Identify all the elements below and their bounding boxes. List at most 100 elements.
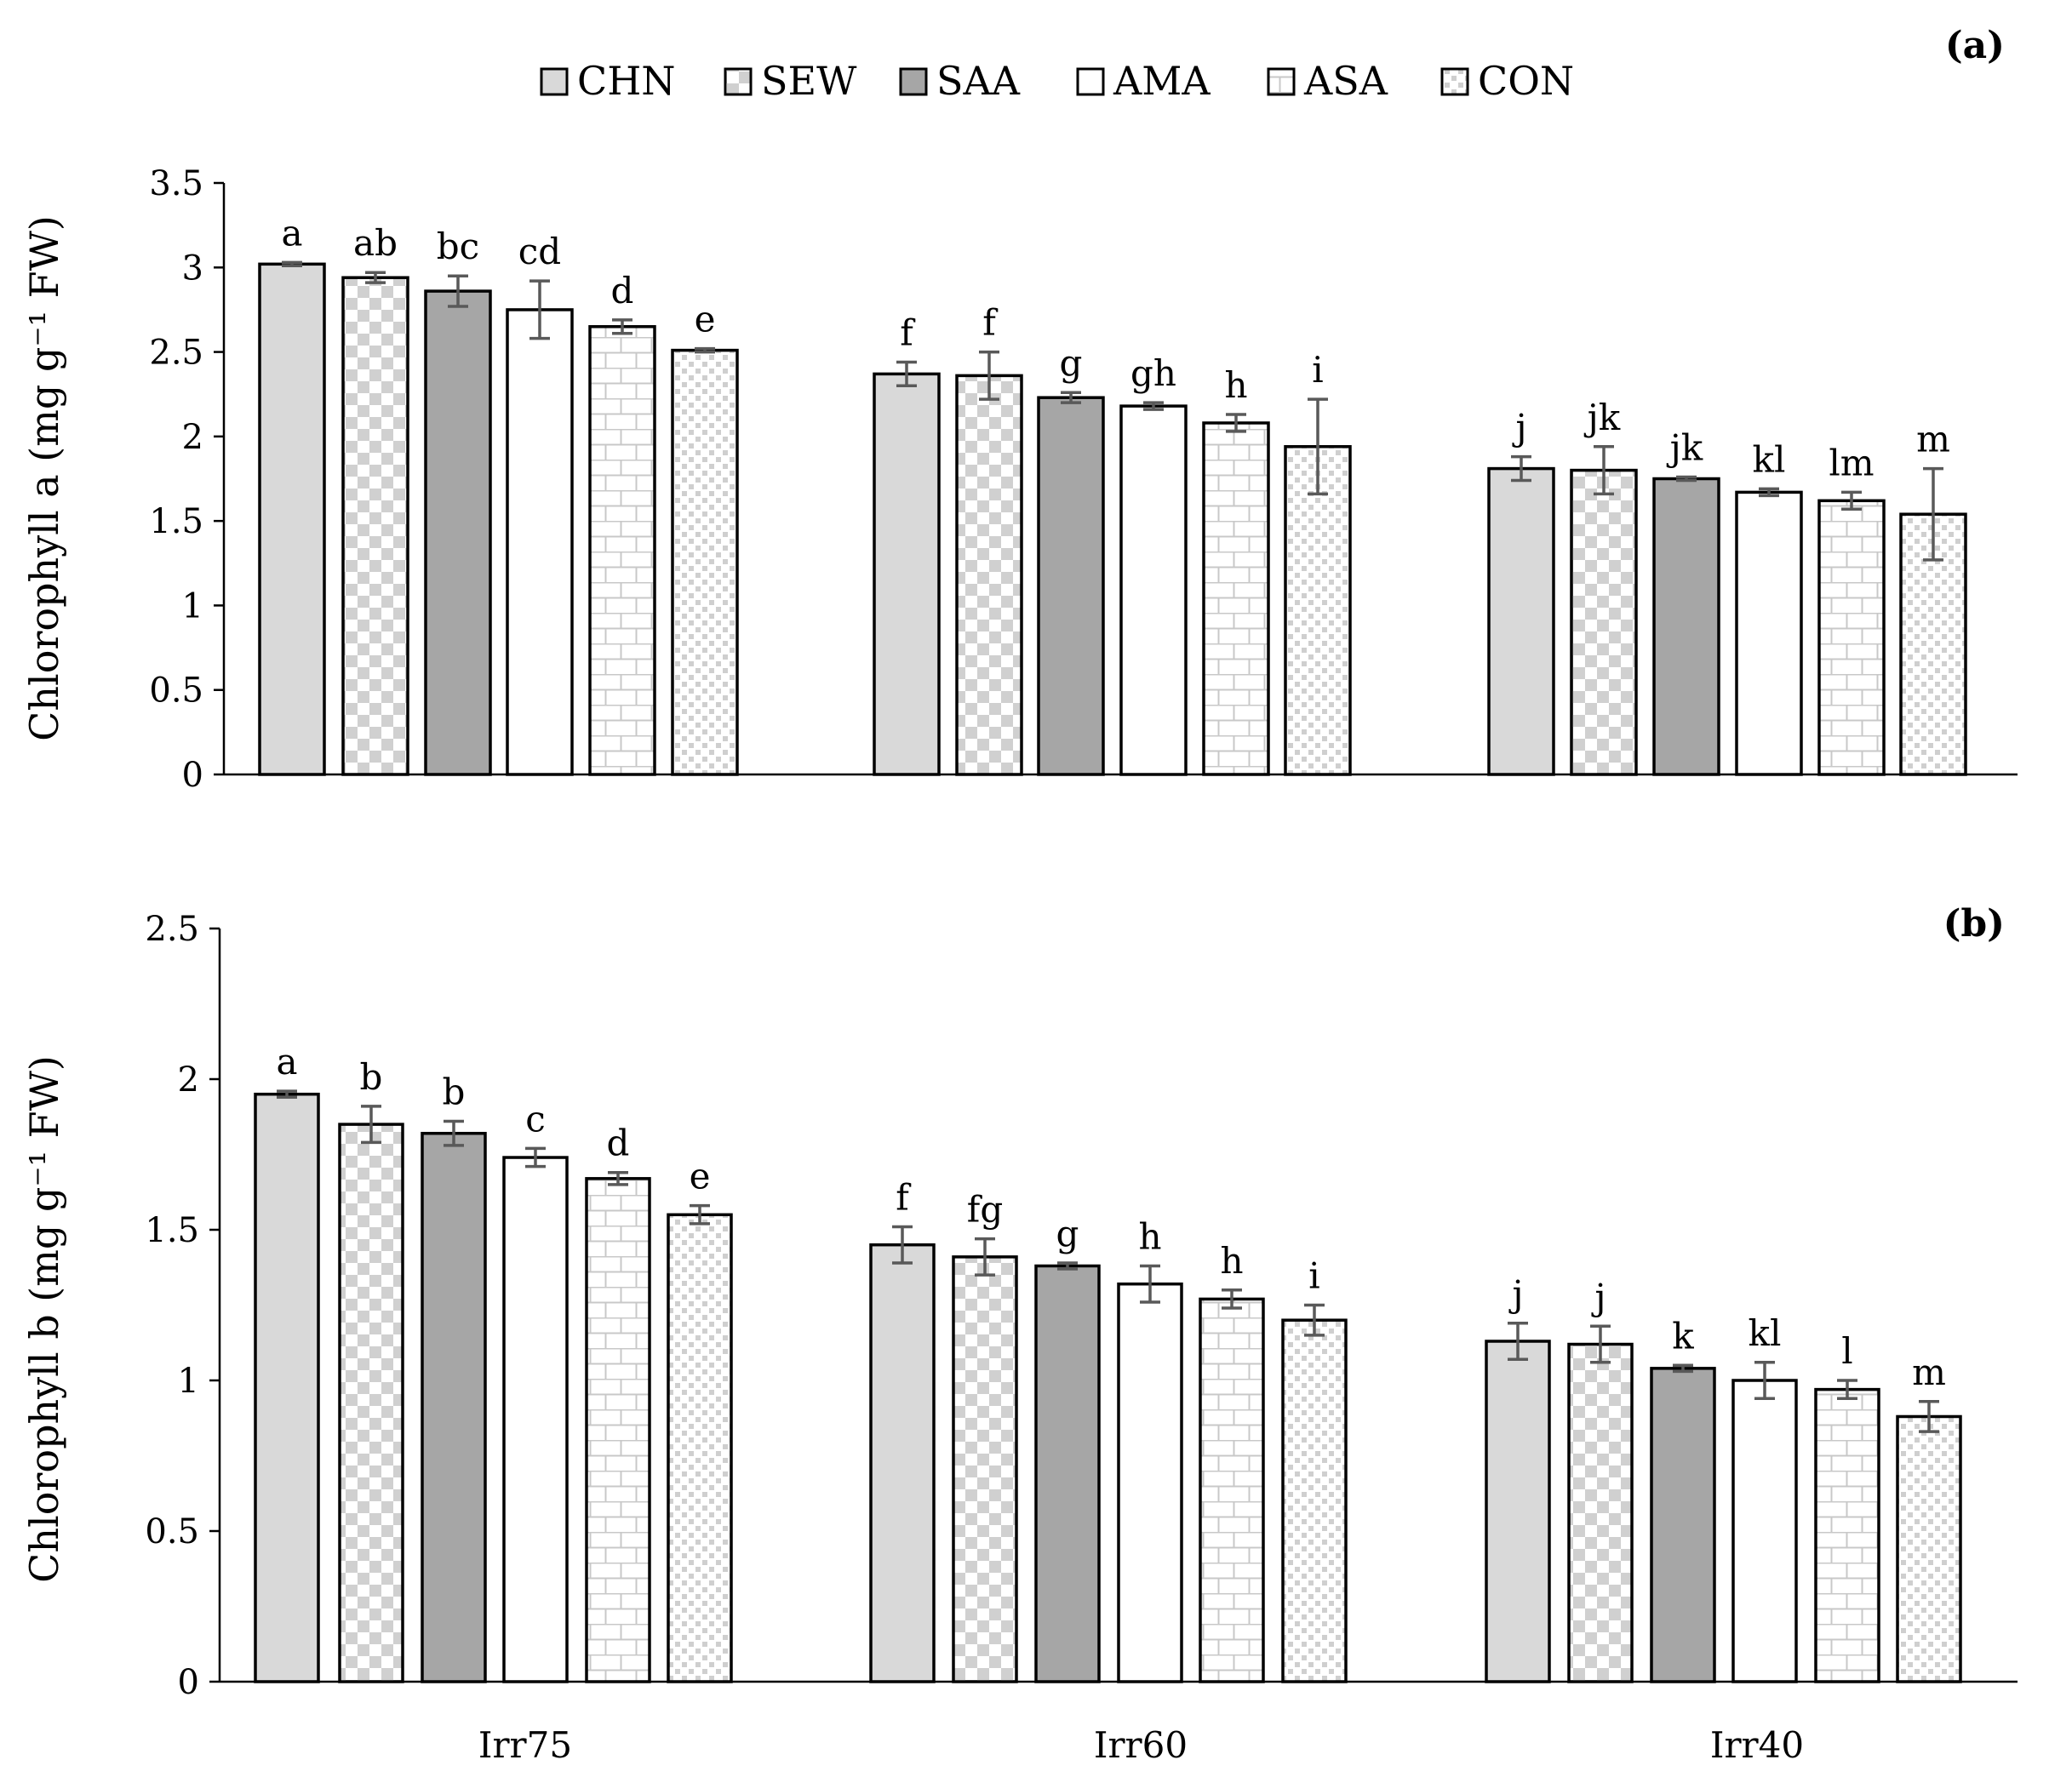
bar-sew-irr75	[341, 276, 409, 776]
significance-letter: ab	[353, 222, 398, 264]
significance-letter: bc	[437, 226, 479, 267]
y-tick-label: 0.5	[149, 671, 203, 711]
legend-label-chn: CHN	[577, 58, 676, 104]
error-bar	[448, 274, 468, 308]
bar-sew-irr40	[1570, 468, 1638, 776]
error-bar	[1754, 1361, 1775, 1400]
error-bar	[361, 1105, 381, 1145]
bar-chn-irr75	[258, 262, 326, 776]
error-bar	[277, 1089, 297, 1099]
y-tick-label: 2	[178, 1060, 199, 1100]
error-bar	[608, 1170, 628, 1186]
bar-sew-irr40	[1567, 1342, 1634, 1683]
panel-label-b: (b)	[1943, 902, 2005, 946]
significance-letter: h	[1224, 364, 1247, 406]
y-tick-label: 0	[182, 756, 203, 795]
error-bar	[1841, 490, 1862, 511]
bar-asa-irr75	[588, 325, 656, 776]
bar-con-irr60	[1281, 1318, 1348, 1683]
y-tick-label: 1	[178, 1362, 199, 1401]
significance-letter: lm	[1829, 442, 1874, 483]
error-bar	[444, 1119, 464, 1147]
y-tick-label: 2.5	[149, 334, 203, 373]
bar-sew-irr60	[955, 374, 1023, 776]
y-tick-label: 0.5	[145, 1512, 199, 1551]
significance-letter: e	[695, 299, 716, 340]
panel-a: 0 0.5 1 1.5 2 2.5 3 3.5 a f j ab f jk bc g jk cd gh kl d h lm e…	[149, 164, 2018, 795]
x-tick-label-irr60: Irr60	[1094, 1724, 1188, 1766]
x-tick-label-irr40: Irr40	[1710, 1724, 1804, 1766]
bar-ama-irr75	[502, 1156, 569, 1683]
y-tick-label: 3.5	[149, 164, 203, 203]
x-axis-labels: Irr75 Irr60 Irr40	[478, 1724, 1804, 1766]
significance-letter: m	[1916, 419, 1950, 460]
significance-letter: j	[1508, 1273, 1523, 1315]
error-bar	[612, 318, 632, 335]
significance-letter: h	[1138, 1215, 1161, 1257]
error-bar	[690, 1203, 710, 1226]
significance-letter: h	[1220, 1240, 1243, 1282]
bar-saa-irr75	[421, 1131, 487, 1683]
significance-letter: kl	[1749, 1312, 1782, 1354]
error-bar	[1308, 397, 1328, 496]
bar-sew-irr60	[952, 1255, 1018, 1683]
y-tick-label: 1.5	[145, 1211, 199, 1250]
significance-letter: l	[1841, 1330, 1852, 1372]
significance-letter: fg	[967, 1189, 1003, 1231]
significance-letter: f	[896, 1176, 912, 1218]
error-bar	[1923, 466, 1943, 562]
error-bar	[979, 350, 999, 401]
legend-swatch-ama	[1076, 67, 1105, 96]
bar-asa-irr60	[1199, 1297, 1265, 1683]
error-bar	[1143, 401, 1164, 411]
error-bar	[1061, 391, 1081, 404]
bar-chn-irr40	[1487, 466, 1555, 776]
bar-asa-irr60	[1202, 421, 1270, 776]
legend-swatch-con	[1440, 67, 1469, 96]
error-bar	[1057, 1261, 1078, 1271]
significance-letter: c	[525, 1098, 546, 1140]
significance-letter: b	[360, 1056, 383, 1098]
error-bar	[1140, 1264, 1160, 1304]
significance-letter: cd	[518, 231, 561, 272]
bar-con-irr75	[671, 348, 739, 776]
bar-con-irr75	[667, 1213, 733, 1683]
significance-letter: kl	[1753, 438, 1786, 480]
significance-letter: i	[1312, 349, 1323, 391]
significance-letter: f	[900, 311, 916, 353]
significance-letter: a	[276, 1041, 297, 1083]
bar-chn-irr75	[254, 1092, 320, 1683]
bar-ama-irr60	[1117, 1282, 1183, 1683]
error-bar	[1594, 445, 1614, 496]
legend-label-ama: AMA	[1113, 58, 1211, 104]
error-bar	[529, 279, 550, 340]
error-bar	[1222, 1288, 1242, 1310]
significance-letter: f	[982, 302, 999, 344]
error-bar	[1226, 413, 1246, 433]
bar-asa-irr40	[1817, 499, 1886, 776]
error-bar	[892, 1225, 913, 1265]
error-bar	[695, 346, 715, 354]
significance-letter: e	[690, 1156, 711, 1197]
bar-saa-irr60	[1037, 396, 1105, 776]
y-tick-label: 1.5	[149, 502, 203, 541]
significance-letter: jk	[1583, 397, 1621, 438]
error-bar	[282, 260, 302, 268]
error-bar	[1511, 454, 1531, 483]
bar-saa-irr60	[1034, 1264, 1101, 1683]
bar-con-irr60	[1284, 445, 1352, 776]
legend: CHN SEW SAA AMA ASA CON	[540, 58, 1574, 104]
error-bar	[975, 1237, 995, 1277]
error-bar	[1590, 1324, 1611, 1364]
significance-letter: i	[1308, 1255, 1319, 1297]
significance-letter: d	[607, 1123, 630, 1164]
bar-asa-irr75	[585, 1177, 651, 1683]
bar-asa-irr40	[1814, 1387, 1880, 1683]
error-bar	[1508, 1321, 1528, 1361]
significance-letter: gh	[1130, 352, 1176, 394]
legend-label-saa: SAA	[936, 58, 1021, 104]
error-bar	[1304, 1303, 1325, 1337]
legend-swatch-asa	[1267, 67, 1296, 96]
significance-letter: d	[611, 270, 634, 311]
error-bar	[1759, 487, 1779, 498]
